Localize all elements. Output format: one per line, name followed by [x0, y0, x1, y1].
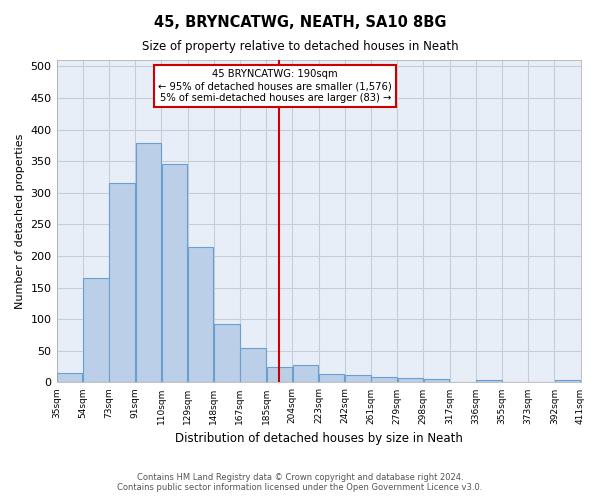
Bar — [398, 378, 423, 382]
Bar — [554, 380, 580, 382]
Bar — [266, 368, 292, 382]
Bar — [109, 184, 135, 382]
Bar — [136, 144, 161, 382]
Bar — [371, 376, 397, 382]
Bar — [57, 373, 82, 382]
Y-axis label: Number of detached properties: Number of detached properties — [15, 134, 25, 309]
Bar — [188, 246, 214, 382]
Bar — [345, 376, 371, 382]
Bar — [476, 380, 502, 382]
Bar — [162, 164, 187, 382]
X-axis label: Distribution of detached houses by size in Neath: Distribution of detached houses by size … — [175, 432, 463, 445]
Text: 45, BRYNCATWG, NEATH, SA10 8BG: 45, BRYNCATWG, NEATH, SA10 8BG — [154, 15, 446, 30]
Text: Size of property relative to detached houses in Neath: Size of property relative to detached ho… — [142, 40, 458, 53]
Bar — [319, 374, 344, 382]
Bar — [293, 364, 318, 382]
Bar — [83, 278, 109, 382]
Bar — [214, 324, 239, 382]
Text: Contains HM Land Registry data © Crown copyright and database right 2024.
Contai: Contains HM Land Registry data © Crown c… — [118, 473, 482, 492]
Text: 45 BRYNCATWG: 190sqm
← 95% of detached houses are smaller (1,576)
5% of semi-det: 45 BRYNCATWG: 190sqm ← 95% of detached h… — [158, 70, 392, 102]
Bar — [424, 380, 449, 382]
Bar — [241, 348, 266, 382]
